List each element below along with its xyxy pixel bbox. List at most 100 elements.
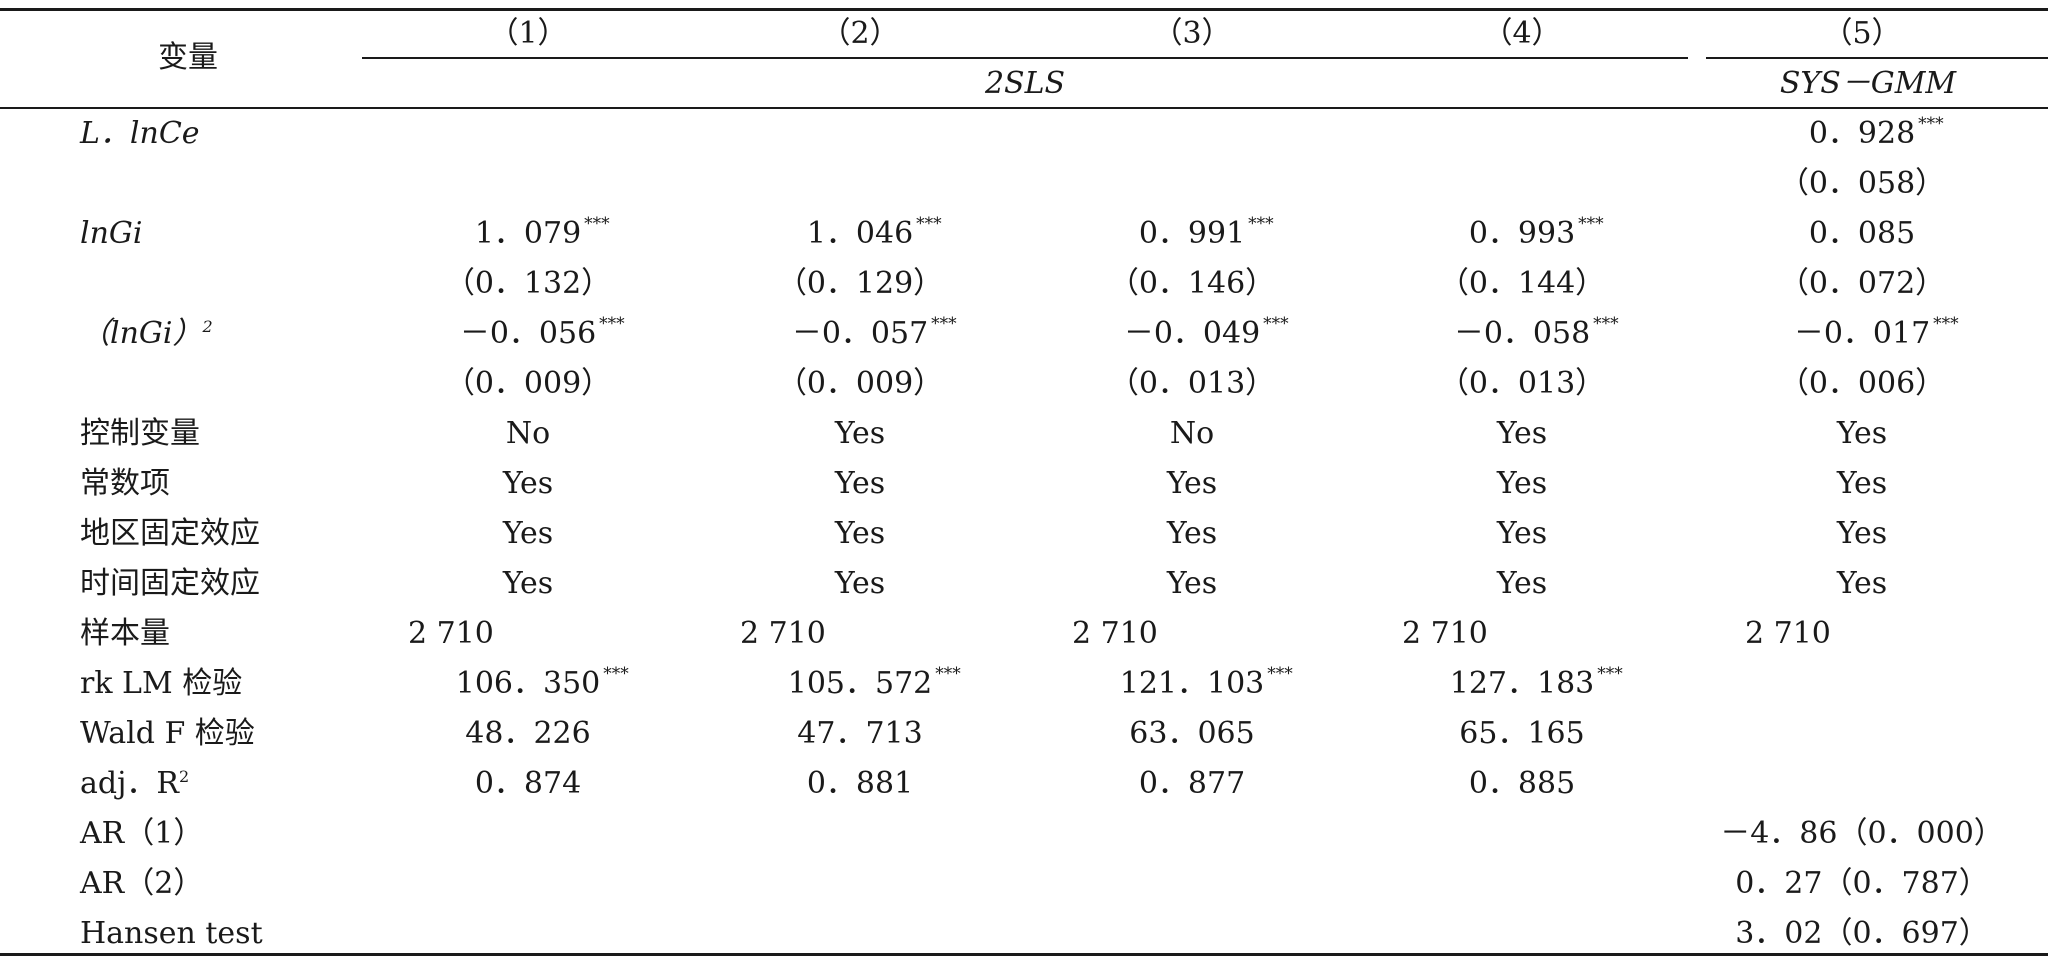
table-cell: （0．144） — [1439, 264, 1605, 304]
cell-value: Yes — [502, 466, 554, 501]
cell-value: （0．144） — [1438, 266, 1606, 301]
bottom-rule — [0, 953, 2048, 956]
col-num-4: （4） — [1482, 16, 1562, 51]
row-label: Wald F 检验 — [80, 714, 255, 754]
table-cell: 0．27（0．787） — [1735, 864, 1989, 904]
cell-value: －0．056 *** — [459, 314, 625, 352]
row-label-text: Hansen test — [80, 916, 263, 951]
row-label: 地区固定效应 — [80, 514, 260, 554]
table-cell: 0．881 — [807, 764, 913, 804]
cell-value: Yes — [502, 566, 554, 601]
table-cell: 106．350 *** — [456, 664, 629, 704]
cell-value: 105．572 *** — [787, 664, 961, 702]
row-label-text: 控制变量 — [80, 416, 200, 451]
table-cell: 127．183 *** — [1449, 664, 1623, 704]
table-cell: 2 710 — [1402, 614, 1488, 654]
table-cell: Yes — [503, 464, 553, 504]
cell-value: 65．165 — [1459, 716, 1585, 751]
header-rule — [0, 107, 2048, 109]
cell-value: 1．046 *** — [806, 214, 942, 252]
row-label: 控制变量 — [80, 414, 200, 454]
cell-value: －0．049 *** — [1123, 314, 1289, 352]
cell-value: 0．27（0．787） — [1735, 866, 1989, 901]
significance-stars: *** — [1597, 664, 1623, 684]
table-cell: －0．058 *** — [1454, 314, 1619, 354]
cell-value: 0．874 — [474, 766, 582, 801]
table-cell: Yes — [1497, 514, 1547, 554]
row-label-text: 时间固定效应 — [80, 566, 260, 601]
table-cell: Yes — [1167, 564, 1217, 604]
cell-value: （0．013） — [1438, 366, 1606, 401]
variable-header: 变量 — [158, 40, 218, 75]
cell-value: （0．072） — [1778, 266, 1946, 301]
cell-value: （0．006） — [1778, 366, 1946, 401]
table-cell: （0．129） — [777, 264, 943, 304]
cell-value: （0．013） — [1108, 366, 1276, 401]
row-label: L．lnCe — [80, 114, 200, 154]
row-label: 时间固定效应 — [80, 564, 260, 604]
table-cell: （0．072） — [1779, 264, 1945, 304]
row-label: Hansen test — [80, 914, 263, 954]
table-cell: Yes — [1837, 464, 1887, 504]
table-cell: Yes — [503, 564, 553, 604]
cell-value: 0．928 *** — [1808, 114, 1944, 152]
table-cell: 47．713 — [797, 714, 922, 754]
table-cell: 0．928 *** — [1808, 114, 1944, 154]
row-label-text: 样本量 — [80, 616, 170, 651]
group-rule-2sls — [362, 57, 1688, 59]
significance-stars: *** — [1248, 214, 1274, 234]
cell-value: Yes — [834, 416, 886, 451]
cell-value: Yes — [1166, 566, 1218, 601]
cell-value: －0．057 *** — [791, 314, 957, 352]
cell-value: 2 710 — [740, 616, 826, 651]
col-num-5: （5） — [1822, 16, 1902, 51]
cell-value: Yes — [1836, 516, 1888, 551]
cell-value: Yes — [1836, 416, 1888, 451]
cell-value: 63．065 — [1129, 716, 1255, 751]
significance-stars: *** — [1263, 314, 1289, 334]
table-cell: （0．006） — [1779, 364, 1945, 404]
row-label-text: AR（1） — [80, 816, 204, 851]
cell-value: 3．02（0．697） — [1735, 916, 1989, 951]
table-cell: 3．02（0．697） — [1735, 914, 1989, 954]
significance-stars: *** — [584, 214, 610, 234]
table-cell: 0．085 — [1809, 214, 1915, 254]
table-cell: Yes — [1837, 414, 1887, 454]
group-label-gmm: SYS－GMM — [1779, 66, 1957, 101]
table-cell: Yes — [835, 464, 885, 504]
table-cell: Yes — [1837, 514, 1887, 554]
table-cell: 121．103 *** — [1120, 664, 1293, 704]
cell-value: Yes — [834, 466, 886, 501]
row-label: AR（2） — [80, 864, 203, 904]
cell-value: 0．881 — [806, 766, 914, 801]
cell-value: Yes — [834, 516, 886, 551]
table-cell: －0．056 *** — [459, 314, 625, 354]
cell-value: 2 710 — [408, 616, 494, 651]
col-num-1: （1） — [488, 16, 568, 51]
row-label: rk LM 检验 — [80, 664, 242, 704]
table-cell: 0．885 — [1469, 764, 1575, 804]
cell-value: 127．183 *** — [1449, 664, 1623, 702]
row-label-text: Wald F 检验 — [80, 716, 255, 751]
row-label-text: adj．R — [80, 766, 179, 801]
row-label-text: L．lnCe — [80, 116, 200, 151]
cell-value: （0．132） — [444, 266, 612, 301]
group-label-2sls: 2SLS — [984, 66, 1066, 101]
table-cell: 48．226 — [465, 714, 590, 754]
table-cell: －0．049 *** — [1123, 314, 1289, 354]
row-label-text: 常数项 — [80, 466, 170, 501]
table-cell: 63．065 — [1129, 714, 1254, 754]
row-label-text: lnGi — [80, 216, 143, 251]
table-cell: 2 710 — [1745, 614, 1831, 654]
cell-value: 2 710 — [1745, 616, 1831, 651]
table-cell: Yes — [1837, 564, 1887, 604]
table-cell: Yes — [503, 514, 553, 554]
table-cell: Yes — [835, 414, 885, 454]
table-cell: 0．993 *** — [1469, 214, 1604, 254]
top-rule — [0, 8, 2048, 11]
table-cell: Yes — [835, 564, 885, 604]
table-cell: No — [1170, 414, 1214, 454]
table-cell: Yes — [1497, 414, 1547, 454]
cell-value: －4．86（0．000） — [1720, 816, 2004, 851]
row-label: adj．R2 — [80, 764, 189, 804]
